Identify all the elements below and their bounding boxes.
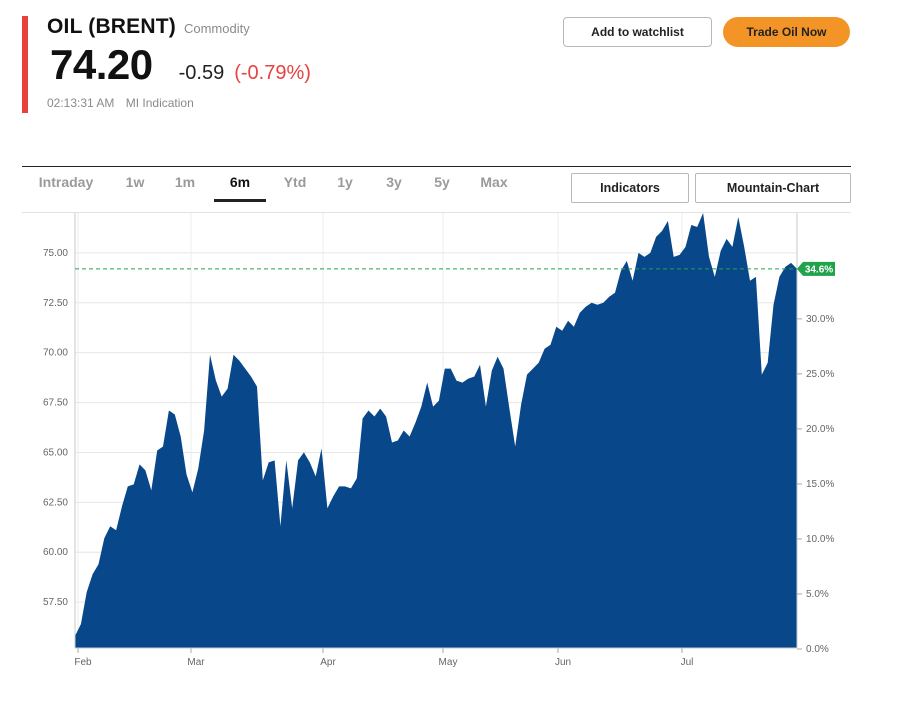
quote-meta: 02:13:31 AM MI Indication (47, 96, 194, 110)
quote-time: 02:13:31 AM (47, 96, 115, 110)
current-value-badge (797, 261, 835, 276)
x-tick-label: Mar (187, 657, 205, 668)
current-value-label: 34.6% (805, 264, 833, 275)
timeframe-tabs: Intraday 1w 1m 6m Ytd 1y 3y 5y Max (22, 167, 522, 203)
tab-1y[interactable]: 1y (337, 174, 353, 190)
y2-tick-label: 10.0% (806, 534, 834, 545)
y-tick-label: 60.00 (43, 547, 68, 558)
chart-labels: 57.50 60.00 62.50 65.00 67.50 70.00 72.50 75.00… (43, 248, 835, 668)
y-tick-label: 67.50 (43, 398, 68, 409)
instrument-title: OIL (BRENT) (47, 15, 176, 38)
price-row: 74.20 -0.59 (-0.79%) (50, 41, 311, 89)
trade-oil-button[interactable]: Trade Oil Now (723, 17, 850, 47)
indication-label: MI Indication (125, 96, 194, 110)
chart-type-button[interactable]: Mountain-Chart (695, 173, 851, 203)
y-tick-label: 65.00 (43, 447, 68, 458)
y2-tick-label: 25.0% (806, 369, 834, 380)
tab-5y[interactable]: 5y (434, 174, 450, 190)
x-tick-label: Apr (320, 657, 336, 668)
tab-3y[interactable]: 3y (386, 174, 402, 190)
y-tick-label: 72.50 (43, 298, 68, 309)
y2-tick-label: 30.0% (806, 314, 834, 325)
tab-max[interactable]: Max (480, 174, 508, 190)
y2-tick-label: 15.0% (806, 479, 834, 490)
price-area (75, 213, 797, 648)
tabs-underline (22, 212, 851, 213)
price-change-percent: (-0.79%) (234, 62, 311, 84)
section-divider (22, 166, 851, 167)
x-tick-label: Feb (74, 657, 92, 668)
x-tick-label: Jun (555, 657, 571, 668)
y-tick-label: 70.00 (43, 348, 68, 359)
y-tick-label: 62.50 (43, 497, 68, 508)
y-tick-label: 75.00 (43, 248, 68, 259)
add-to-watchlist-button[interactable]: Add to watchlist (563, 17, 712, 47)
tab-1m[interactable]: 1m (174, 174, 196, 190)
asset-type-label: Commodity (183, 21, 250, 36)
y-tick-label: 57.50 (43, 597, 68, 608)
y2-tick-label: 5.0% (806, 589, 829, 600)
y2-tick-label: 0.0% (806, 644, 829, 655)
x-tick-label: May (439, 657, 458, 668)
instrument-header: OIL (BRENT) Commodity (47, 15, 250, 39)
tab-1w[interactable]: 1w (125, 174, 145, 190)
x-tick-label: Jul (681, 657, 694, 668)
tab-intraday[interactable]: Intraday (38, 174, 94, 190)
price-change: -0.59 (178, 62, 225, 84)
tab-6m[interactable]: 6m (214, 167, 266, 202)
tab-ytd[interactable]: Ytd (283, 174, 307, 190)
negative-change-indicator (22, 16, 28, 113)
y2-tick-label: 20.0% (806, 424, 834, 435)
chart-axes (74, 213, 802, 653)
indicators-button[interactable]: Indicators (571, 173, 689, 203)
current-price: 74.20 (50, 41, 153, 88)
